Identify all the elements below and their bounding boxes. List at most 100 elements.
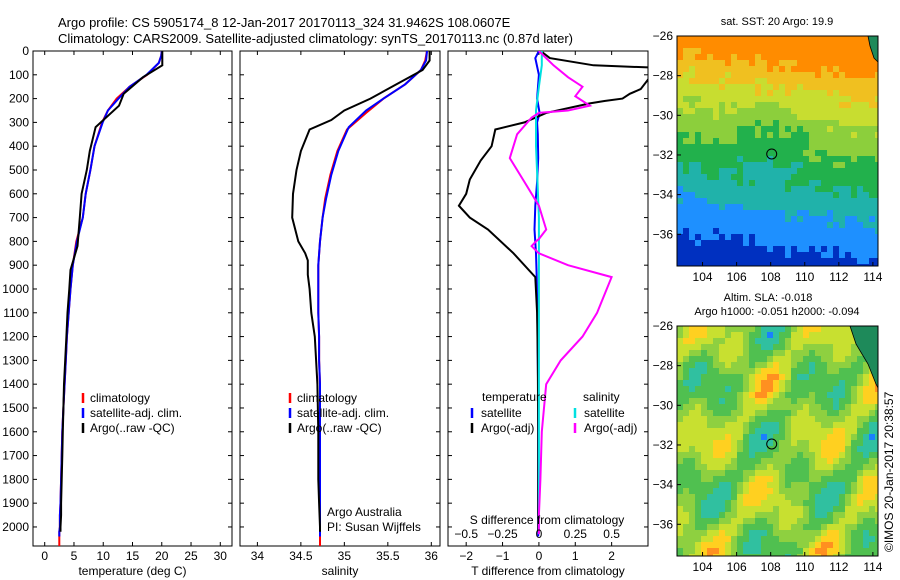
- legend-label: climatology: [90, 391, 150, 405]
- map-cell: [761, 186, 767, 192]
- map-cell: [869, 144, 875, 150]
- map-cell: [695, 326, 701, 332]
- map-cell: [803, 446, 809, 452]
- map-cell: [707, 416, 713, 422]
- map-cell: [695, 102, 701, 108]
- profile-panel-1: 0100200300400500600700800900100011001200…: [2, 44, 233, 578]
- map-cell: [797, 404, 803, 410]
- map-cell: [845, 362, 851, 368]
- map-cell: [785, 60, 791, 66]
- map-cell: [713, 416, 719, 422]
- map-cell: [833, 344, 839, 350]
- map-cell: [863, 60, 869, 66]
- map-cell: [869, 90, 875, 96]
- map-cell: [761, 252, 767, 258]
- map-cell: [749, 186, 755, 192]
- map-cell: [713, 246, 719, 252]
- map-cell: [731, 338, 737, 344]
- map-cell: [857, 536, 863, 542]
- map-cell: [695, 518, 701, 524]
- map-cell: [791, 192, 797, 198]
- map-cell: [857, 78, 863, 84]
- map-cell: [833, 422, 839, 428]
- series-line-argo-adj-: [457, 51, 648, 532]
- map-cell: [731, 78, 737, 84]
- map-cell: [815, 338, 821, 344]
- map-cell: [767, 246, 773, 252]
- map-cell: [815, 54, 821, 60]
- map-cell: [743, 258, 749, 264]
- map-cell: [773, 356, 779, 362]
- map-cell: [743, 512, 749, 518]
- map-cell: [689, 234, 695, 240]
- map-cell: [779, 530, 785, 536]
- map-cell: [821, 156, 827, 162]
- map-cell: [689, 524, 695, 530]
- map-cell: [827, 464, 833, 470]
- map-cell: [683, 120, 689, 126]
- map-cell: [857, 132, 863, 138]
- map-cell: [743, 404, 749, 410]
- map-cell: [779, 452, 785, 458]
- map-cell: [743, 356, 749, 362]
- map-cell: [803, 536, 809, 542]
- map-cell: [839, 90, 845, 96]
- map-cell: [713, 72, 719, 78]
- map-cell: [677, 494, 683, 500]
- map-cell: [839, 108, 845, 114]
- map-cell: [815, 156, 821, 162]
- map-cell: [695, 114, 701, 120]
- map-cell: [737, 488, 743, 494]
- map-cell: [821, 42, 827, 48]
- map-cell: [845, 326, 851, 332]
- map-cell: [743, 518, 749, 524]
- map-cell: [773, 488, 779, 494]
- map-cell: [719, 512, 725, 518]
- map-cell: [875, 186, 878, 192]
- map-cell: [713, 434, 719, 440]
- map-cell: [767, 482, 773, 488]
- map-cell: [815, 36, 821, 42]
- map-cell: [683, 48, 689, 54]
- map-cell: [773, 500, 779, 506]
- map-cell: [701, 422, 707, 428]
- map-cell: [869, 72, 875, 78]
- map-cell: [851, 476, 857, 482]
- map-cell: [743, 72, 749, 78]
- map-cell: [725, 78, 731, 84]
- map-cell: [809, 458, 815, 464]
- map-cell: [809, 132, 815, 138]
- map-cell: [785, 96, 791, 102]
- map-cell: [749, 42, 755, 48]
- map-cell: [767, 36, 773, 42]
- map-cell: [845, 60, 851, 66]
- map-cell: [851, 398, 857, 404]
- map-cell: [737, 338, 743, 344]
- map-cell: [749, 198, 755, 204]
- map-y-tick-label: −34: [653, 188, 674, 202]
- x-tick-label: 5: [71, 549, 78, 563]
- map-cell: [737, 204, 743, 210]
- map-cell: [683, 108, 689, 114]
- map-cell: [821, 48, 827, 54]
- map-cell: [875, 464, 878, 470]
- map-cell: [863, 48, 869, 54]
- map-cell: [773, 536, 779, 542]
- map-cell: [731, 204, 737, 210]
- map-cell: [875, 102, 878, 108]
- map-cell: [773, 386, 779, 392]
- map-cell: [677, 174, 683, 180]
- map-cell: [767, 132, 773, 138]
- map-cell: [875, 114, 878, 120]
- map-cell: [857, 482, 863, 488]
- map-cell: [683, 114, 689, 120]
- map-cell: [773, 506, 779, 512]
- map-cell: [839, 48, 845, 54]
- map-cell: [677, 398, 683, 404]
- map-cell: [779, 440, 785, 446]
- map-cell: [869, 168, 875, 174]
- map-cell: [719, 132, 725, 138]
- map-cell: [785, 422, 791, 428]
